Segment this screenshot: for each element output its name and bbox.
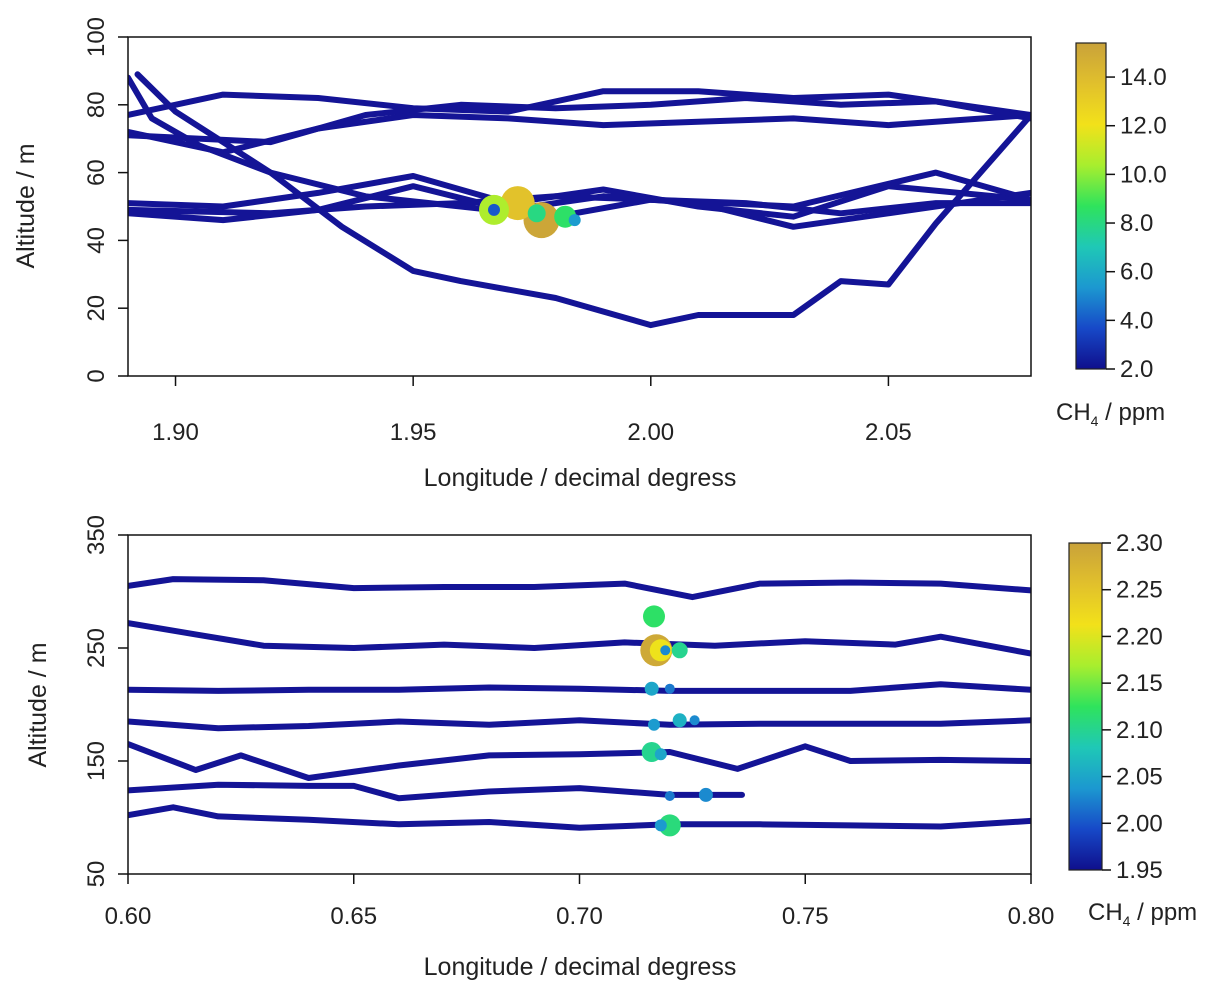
x-tick-label: 1.95 (390, 419, 437, 446)
flight-track-7 (134, 71, 1031, 329)
bottom-colorbar-title-main: CH (1088, 899, 1123, 926)
y-tick-label: 40 (83, 227, 110, 254)
bottom-y-axis-label: Altitude / m (24, 642, 52, 767)
x-tick-label: 0.65 (330, 903, 377, 930)
colorbar-tick-label: 2.30 (1116, 530, 1163, 557)
colorbar-tick-label: 4.0 (1120, 307, 1153, 334)
top-colorbar: 2.0 4.0 6.0 8.0 10.0 12.0 14.0 CH4 / ppm (1056, 42, 1167, 429)
y-tick-label: 50 (83, 861, 110, 888)
top-y-axis-label: Altitude / m (12, 143, 40, 268)
top-colorbar-gradient (1075, 42, 1107, 370)
top-x-axis: 1.90 1.95 2.00 2.05 (152, 376, 912, 446)
top-plot-frame (127, 36, 1032, 377)
ch4-enhancement-point (527, 204, 546, 223)
x-tick-label: 1.90 (152, 419, 199, 446)
flight-track-5 (128, 741, 1031, 781)
bottom-colorbar: 1.95 2.00 2.05 2.10 2.15 2.20 2.25 2.30 CH4 / p… (1068, 530, 1197, 929)
y-tick-label: 150 (83, 741, 110, 781)
bottom-colorbar-title: CH4 / ppm (1088, 899, 1197, 929)
colorbar-tick-label: 8.0 (1120, 210, 1153, 237)
flight-track-1 (128, 88, 1031, 118)
x-tick-label: 0.80 (1008, 903, 1055, 930)
x-tick-label: 0.60 (105, 903, 152, 930)
ch4-enhancement-point (654, 819, 667, 832)
colorbar-tick-label: 2.0 (1120, 356, 1153, 383)
top-plot-data (128, 71, 1031, 329)
colorbar-tick-label: 2.25 (1116, 577, 1163, 604)
y-tick-label: 350 (83, 515, 110, 555)
top-colorbar-title-unit: / ppm (1098, 399, 1165, 426)
y-tick-label: 80 (83, 91, 110, 118)
colorbar-tick-label: 10.0 (1120, 161, 1167, 188)
ch4-enhancement-point (671, 642, 688, 659)
top-panel: 1.90 1.95 2.00 2.05 0 20 40 60 80 100 Longitude … (12, 17, 1167, 492)
flight-track-7 (128, 804, 1031, 831)
bottom-x-axis-label: Longitude / decimal degress (424, 953, 737, 981)
colorbar-tick-label: 1.95 (1116, 857, 1163, 884)
bottom-panel: 0.60 0.65 0.70 0.75 0.80 50 150 250 350 Longitu… (24, 515, 1197, 981)
ch4-enhancement-point (568, 214, 581, 227)
flight-track-3 (128, 681, 1031, 694)
top-colorbar-title-sub: 4 (1091, 413, 1099, 429)
top-colorbar-title-main: CH (1056, 399, 1091, 426)
y-tick-label: 100 (83, 17, 110, 57)
bottom-y-axis: 50 150 250 350 (83, 515, 128, 887)
ch4-enhancement-point (644, 681, 659, 696)
y-tick-label: 0 (83, 369, 110, 382)
ch4-enhancement-point (488, 203, 500, 216)
top-colorbar-ticks: 2.0 4.0 6.0 8.0 10.0 12.0 14.0 (1106, 64, 1167, 383)
ch4-enhancement-point (500, 186, 535, 221)
colorbar-tick-label: 2.10 (1116, 717, 1163, 744)
top-y-axis: 0 20 40 60 80 100 (83, 17, 128, 383)
flight-track-2 (128, 95, 1031, 146)
colorbar-tick-label: 6.0 (1120, 259, 1153, 286)
colorbar-tick-label: 2.15 (1116, 670, 1163, 697)
x-tick-label: 0.70 (556, 903, 603, 930)
flight-track-6 (128, 781, 745, 802)
ch4-enhancement-point (654, 748, 667, 761)
bottom-colorbar-title-sub: 4 (1123, 913, 1131, 929)
colorbar-tick-label: 2.00 (1116, 810, 1163, 837)
flight-track-4 (128, 717, 1031, 732)
ch4-enhancement-point (643, 605, 665, 628)
colorbar-tick-label: 12.0 (1120, 113, 1167, 140)
colorbar-tick-label: 2.20 (1116, 623, 1163, 650)
top-colorbar-title: CH4 / ppm (1056, 399, 1165, 429)
ch4-enhancement-point (672, 713, 687, 728)
ch4-enhancement-point (658, 814, 681, 837)
bottom-colorbar-ticks: 1.95 2.00 2.05 2.10 2.15 2.20 2.25 2.30 (1102, 530, 1163, 884)
colorbar-tick-label: 14.0 (1120, 64, 1167, 91)
x-tick-label: 2.05 (865, 419, 912, 446)
ch4-enhancement-point (698, 787, 713, 802)
y-tick-label: 60 (83, 159, 110, 186)
flight-track-2 (128, 620, 1031, 657)
flight-track-3 (128, 112, 1031, 156)
bottom-x-axis: 0.60 0.65 0.70 0.75 0.80 (105, 874, 1055, 930)
y-tick-label: 250 (83, 628, 110, 668)
ch4-enhancement-point (664, 791, 675, 801)
flight-track-1 (128, 576, 1031, 601)
ch4-enhancement-point (648, 718, 660, 731)
bottom-colorbar-title-unit: / ppm (1130, 899, 1197, 926)
flight-track-8 (128, 74, 1031, 220)
colorbar-tick-label: 2.05 (1116, 764, 1163, 791)
bottom-plot-data (128, 576, 1031, 837)
ch4-enhancement-point (664, 683, 675, 694)
x-tick-label: 0.75 (782, 903, 829, 930)
ch4-enhancement-point (660, 645, 671, 656)
bottom-colorbar-gradient (1068, 542, 1103, 871)
ch4-enhancement-point (689, 715, 700, 726)
x-tick-label: 2.00 (627, 419, 674, 446)
top-x-axis-label: Longitude / decimal degress (424, 464, 737, 492)
y-tick-label: 20 (83, 295, 110, 322)
